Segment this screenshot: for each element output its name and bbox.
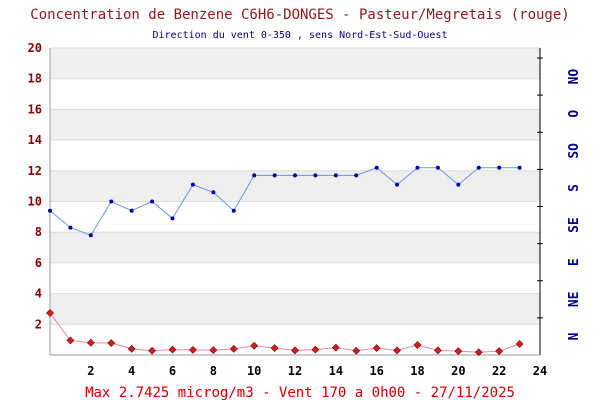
y-axis-ticks: 2 4 6 8 10 12 14 16 18 20 — [28, 41, 42, 331]
data-point — [86, 338, 95, 347]
data-point — [127, 344, 136, 353]
y-tick-label: 4 — [35, 287, 42, 301]
series-line — [49, 167, 520, 236]
data-point — [252, 173, 257, 178]
data-point — [170, 216, 175, 221]
series-concentration — [46, 309, 524, 357]
x-tick-label: 22 — [492, 364, 506, 378]
band — [50, 293, 540, 325]
data-point — [66, 336, 75, 345]
y-tick-label: 8 — [35, 225, 42, 239]
data-point — [495, 347, 504, 356]
data-point — [231, 208, 236, 213]
dir-tick-label: SE — [567, 217, 582, 233]
y-tick-label: 10 — [28, 195, 42, 209]
wind-direction-axis-ticks: N NE E SE S SO O NO — [537, 57, 582, 340]
data-point — [415, 165, 420, 170]
y-tick-label: 18 — [28, 72, 42, 86]
data-point — [211, 190, 216, 195]
dir-tick-label: O — [567, 110, 582, 118]
data-point — [456, 182, 461, 187]
data-point — [372, 344, 381, 353]
x-axis-ticks: 2 4 6 8 10 12 14 16 18 20 22 24 — [87, 364, 547, 378]
data-point — [331, 343, 340, 352]
band — [50, 109, 540, 141]
data-point — [352, 346, 361, 355]
y-tick-label: 6 — [35, 256, 42, 270]
band — [50, 48, 540, 79]
data-point — [188, 346, 197, 354]
dir-tick-label: E — [567, 258, 582, 266]
data-point — [250, 341, 259, 350]
y-tick-label: 14 — [28, 133, 42, 147]
data-point — [354, 173, 359, 178]
y-tick-label: 20 — [28, 41, 42, 55]
dir-tick-label: N — [567, 332, 582, 340]
x-tick-label: 14 — [329, 364, 343, 378]
x-tick-label: 12 — [288, 364, 302, 378]
data-point — [107, 339, 116, 347]
plot-bands — [50, 48, 540, 325]
x-tick-label: 4 — [128, 364, 135, 378]
data-point — [333, 173, 338, 178]
dir-tick-label: NO — [567, 69, 582, 85]
data-point — [229, 344, 238, 353]
band — [50, 232, 540, 263]
data-point — [272, 173, 277, 178]
data-point — [517, 165, 522, 170]
data-point — [293, 173, 297, 178]
data-point — [313, 173, 318, 178]
y-tick-label: 12 — [28, 164, 42, 178]
footer-summary: Max 2.7425 microg/m3 - Vent 170 a 0h00 -… — [85, 385, 515, 400]
chart-title: Concentration de Benzene C6H6-DONGES - P… — [30, 7, 569, 23]
chart-subtitle: Direction du vent 0-350 , sens Nord-Est-… — [152, 30, 447, 41]
x-tick-label: 18 — [410, 364, 424, 378]
data-point — [454, 347, 463, 356]
data-point — [109, 199, 114, 204]
data-point — [393, 346, 402, 355]
data-point — [190, 182, 195, 187]
data-point — [395, 182, 400, 187]
data-point — [88, 233, 93, 238]
data-point — [311, 345, 320, 354]
data-point — [435, 165, 440, 170]
data-point — [433, 346, 442, 355]
plot-grid — [50, 47, 540, 325]
data-point — [497, 165, 502, 170]
data-point — [270, 344, 279, 353]
dir-tick-label: S — [567, 184, 582, 192]
data-point — [148, 346, 157, 355]
data-point — [374, 165, 379, 170]
data-point — [291, 346, 299, 355]
x-tick-label: 24 — [533, 364, 547, 378]
y-tick-label: 16 — [28, 102, 42, 116]
x-tick-label: 10 — [247, 364, 261, 378]
x-tick-label: 20 — [451, 364, 465, 378]
data-point — [413, 341, 422, 349]
dir-tick-label: NE — [567, 291, 582, 307]
dir-tick-label: SO — [567, 143, 582, 159]
data-point — [474, 348, 483, 357]
x-tick-label: 2 — [87, 364, 94, 378]
y-tick-label: 2 — [35, 317, 42, 331]
series-wind-direction — [48, 165, 522, 238]
data-point — [168, 345, 177, 354]
data-point — [150, 199, 155, 204]
x-tick-label: 6 — [169, 364, 176, 378]
data-point — [48, 208, 52, 213]
data-point — [515, 340, 524, 348]
data-point — [209, 346, 218, 355]
x-tick-label: 16 — [369, 364, 383, 378]
data-point — [46, 309, 54, 317]
x-tick-label: 8 — [210, 364, 217, 378]
data-point — [68, 225, 73, 230]
data-point — [476, 165, 481, 170]
data-point — [129, 208, 134, 213]
